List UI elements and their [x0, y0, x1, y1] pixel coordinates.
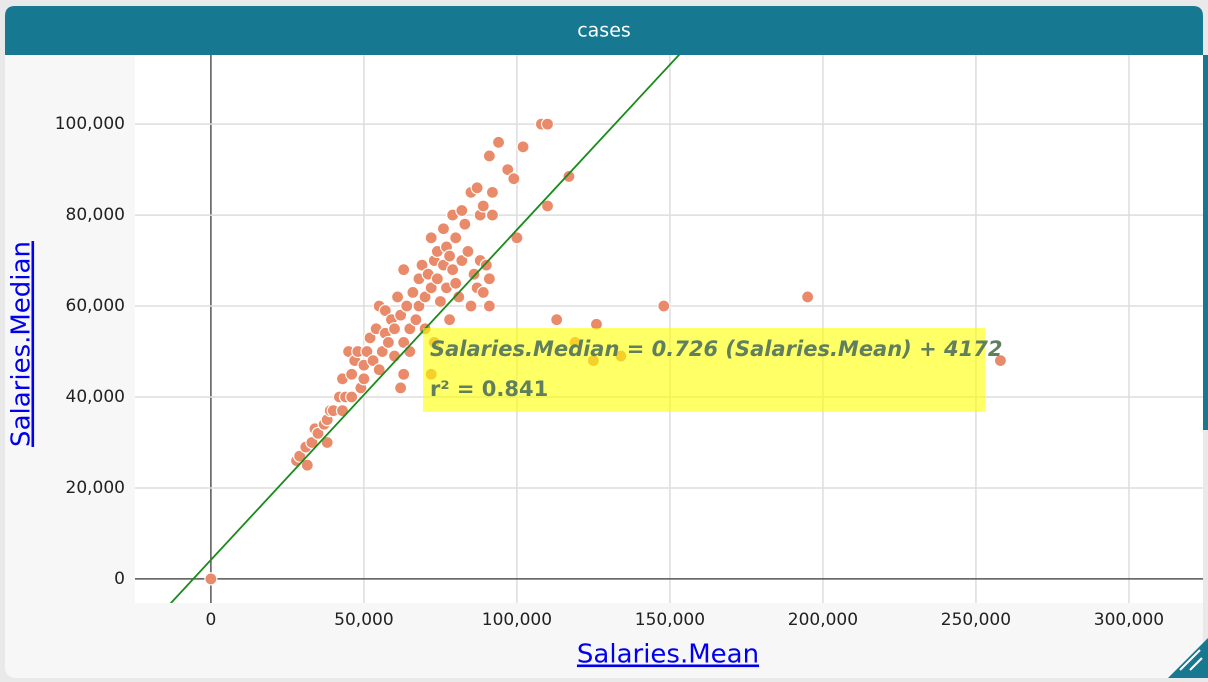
point	[375, 344, 389, 359]
x-tick-label: 100,000	[482, 610, 552, 630]
point	[412, 299, 426, 313]
point	[390, 290, 405, 304]
title-bar[interactable]	[5, 6, 1203, 55]
labels: 0 50,000 100,000 150,000 200,000 250,000 300,0…	[55, 114, 1164, 630]
point	[562, 169, 576, 184]
point	[360, 344, 374, 359]
point	[464, 299, 478, 313]
point	[363, 331, 377, 345]
point	[470, 181, 484, 195]
x-axis-title[interactable]: Salaries.Mean	[577, 640, 759, 670]
point	[406, 285, 420, 299]
point	[415, 258, 429, 272]
point	[293, 449, 307, 463]
point	[479, 258, 493, 272]
x-tick-label: 250,000	[941, 610, 1011, 630]
resize-handle[interactable]	[1168, 638, 1208, 678]
point	[204, 572, 218, 586]
y-tick-label: 80,000	[66, 205, 125, 225]
regression-line	[169, 55, 681, 603]
point	[305, 435, 319, 450]
y-tick-label: 0	[114, 569, 125, 589]
point	[397, 263, 411, 277]
point	[452, 290, 466, 304]
y-tick-label: 40,000	[66, 387, 125, 407]
point	[993, 354, 1008, 368]
x-tick-label: 50,000	[334, 610, 393, 630]
point	[461, 244, 475, 259]
grid	[135, 55, 1203, 603]
equation: Salaries.Median = 0.726 (Salaries.Mean) …	[430, 337, 1002, 361]
edge-handle[interactable]	[1203, 55, 1208, 430]
point	[801, 290, 815, 304]
marks	[169, 55, 1008, 603]
point	[418, 290, 432, 304]
point	[397, 367, 411, 381]
point	[482, 272, 496, 286]
point	[394, 381, 408, 395]
point	[345, 390, 359, 404]
point	[485, 208, 500, 222]
point	[516, 140, 530, 154]
point	[449, 231, 463, 245]
point	[449, 276, 463, 290]
point	[409, 313, 423, 327]
x-tick-label: 150,000	[635, 610, 705, 630]
point	[455, 203, 469, 218]
point	[300, 458, 314, 472]
point	[433, 294, 448, 309]
point	[446, 263, 460, 277]
point	[430, 272, 444, 286]
x-tick-label: 0	[205, 610, 216, 630]
point	[366, 354, 380, 368]
point	[540, 117, 555, 131]
point	[372, 363, 386, 377]
point	[507, 172, 521, 186]
point	[378, 303, 392, 318]
point	[510, 231, 524, 245]
point	[403, 344, 417, 359]
point	[397, 335, 411, 350]
r-squared: r² = 0.841	[430, 377, 548, 401]
panel-title: cases	[577, 20, 631, 42]
point	[345, 367, 359, 381]
x-tick-label: 200,000	[788, 610, 858, 630]
point	[442, 249, 457, 263]
point	[320, 435, 334, 450]
point	[491, 135, 506, 149]
point	[501, 163, 515, 177]
point	[540, 199, 555, 213]
equation-box	[423, 328, 985, 412]
point	[400, 299, 414, 313]
x-tick-label: 300,000	[1094, 610, 1164, 630]
point	[485, 185, 500, 199]
y-tick-label: 60,000	[66, 296, 125, 316]
point	[550, 313, 564, 327]
point	[357, 372, 371, 386]
point	[482, 149, 496, 163]
y-axis-title[interactable]: Salaries.Median	[7, 241, 37, 447]
point	[424, 231, 438, 245]
point	[467, 267, 481, 281]
point	[424, 281, 438, 295]
point	[335, 404, 350, 418]
point	[442, 313, 457, 327]
point	[436, 222, 451, 236]
point	[311, 426, 325, 440]
point	[657, 299, 671, 313]
point	[394, 308, 408, 322]
point	[476, 285, 490, 299]
point	[458, 217, 472, 231]
point	[387, 322, 402, 336]
y-tick-label: 20,000	[66, 478, 125, 498]
point	[381, 335, 395, 350]
point	[403, 322, 417, 336]
point	[482, 299, 496, 313]
point	[476, 199, 490, 213]
point	[455, 253, 469, 268]
y-tick-label: 100,000	[55, 114, 125, 134]
